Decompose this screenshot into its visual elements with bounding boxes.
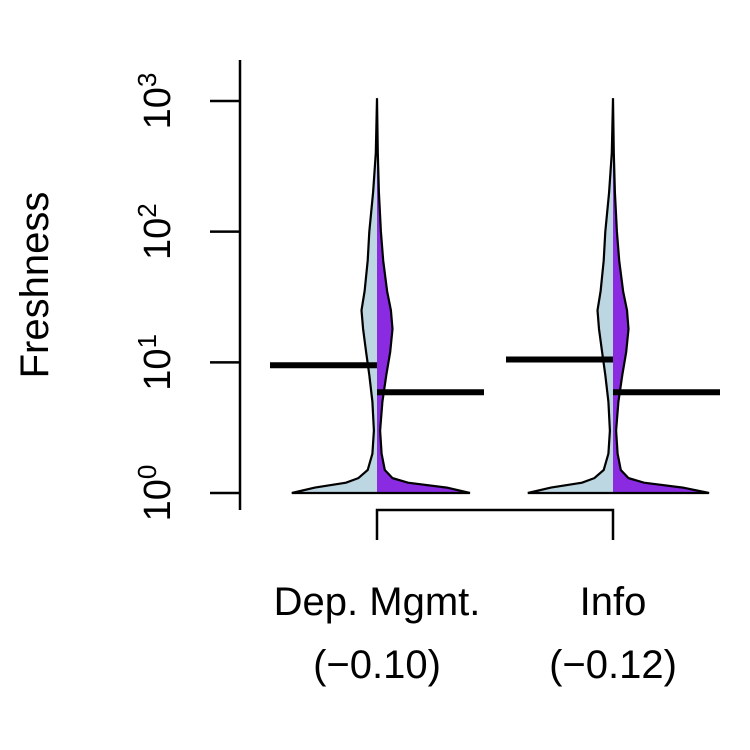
y-tick-exponent: 3 [132,73,162,87]
x-category-sublabel: (−0.10) [313,643,441,687]
y-tick-label: 101 [132,334,179,391]
y-axis-label: Freshness [13,192,57,379]
y-tick-label: 102 [132,203,179,260]
x-axis-bracket [375,508,615,540]
violin-outline [291,98,471,495]
x-category-label: Info [580,580,647,624]
violin-outline [527,98,710,495]
y-tick-base: 10 [137,348,179,390]
y-tick-base: 10 [137,87,179,129]
violin-right-half [613,98,710,493]
medians-layer [270,356,720,396]
y-tick-exponent: 1 [132,334,162,348]
x-axis-labels: Dep. Mgmt. (−0.10) Info (−0.12) [274,580,677,687]
y-tick-exponent: 0 [132,465,162,479]
violin-right-half [377,98,470,493]
y-tick-label: 100 [132,465,179,522]
y-tick-base: 10 [137,479,179,521]
x-category-sublabel: (−0.12) [549,643,677,687]
violins-layer [291,98,710,495]
y-tick-base: 10 [137,218,179,260]
y-tick-exponent: 2 [132,203,162,217]
x-category-label: Dep. Mgmt. [274,580,481,624]
y-tick-label: 103 [132,73,179,130]
